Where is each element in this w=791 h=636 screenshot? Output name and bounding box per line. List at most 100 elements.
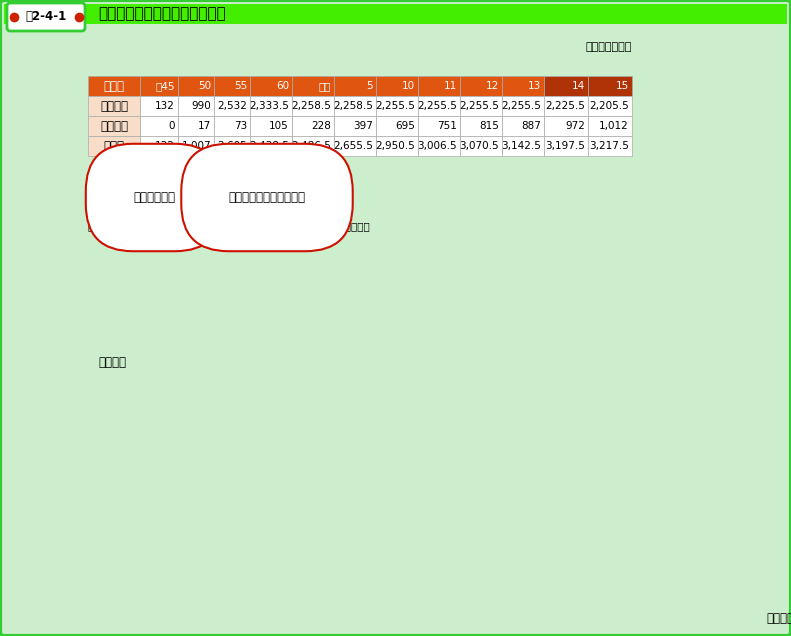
Bar bbox=[713, 399, 735, 464]
Text: 2,225.5: 2,225.5 bbox=[545, 101, 585, 111]
Text: 2,255.5: 2,255.5 bbox=[459, 101, 499, 111]
Text: 私立学校振興助成法成立: 私立学校振興助成法成立 bbox=[229, 191, 305, 204]
Bar bbox=[422, 460, 426, 604]
Text: 2,950.5: 2,950.5 bbox=[375, 141, 415, 151]
Bar bbox=[401, 435, 423, 460]
Bar bbox=[88, 96, 140, 116]
Text: 年　度: 年 度 bbox=[104, 80, 124, 92]
Bar bbox=[178, 96, 214, 116]
Bar bbox=[604, 460, 636, 604]
Bar bbox=[657, 462, 687, 604]
Bar bbox=[554, 460, 558, 604]
Text: 2,333.5: 2,333.5 bbox=[249, 101, 289, 111]
Bar bbox=[473, 460, 478, 604]
Text: 3,197.5: 3,197.5 bbox=[545, 141, 585, 151]
Bar bbox=[334, 136, 376, 156]
Bar bbox=[214, 136, 250, 156]
Bar bbox=[141, 595, 163, 604]
Bar bbox=[242, 443, 247, 604]
Bar bbox=[505, 460, 527, 604]
Bar bbox=[658, 400, 663, 462]
Ellipse shape bbox=[501, 602, 532, 606]
Bar bbox=[369, 460, 374, 604]
Bar bbox=[604, 404, 636, 460]
Ellipse shape bbox=[604, 402, 636, 406]
Bar bbox=[525, 460, 530, 604]
Bar bbox=[577, 460, 582, 604]
Ellipse shape bbox=[657, 460, 687, 464]
Bar bbox=[606, 460, 611, 604]
Bar bbox=[657, 400, 687, 462]
Text: 751: 751 bbox=[437, 121, 457, 131]
Bar bbox=[214, 540, 218, 541]
Bar bbox=[661, 400, 683, 462]
Bar bbox=[658, 462, 663, 604]
Bar bbox=[334, 76, 376, 96]
Ellipse shape bbox=[709, 397, 740, 401]
Text: 一般補助: 一般補助 bbox=[100, 99, 128, 113]
Bar bbox=[713, 464, 735, 604]
Text: 3,142.5: 3,142.5 bbox=[501, 141, 541, 151]
Bar bbox=[709, 464, 740, 604]
Bar bbox=[178, 116, 214, 136]
Bar bbox=[346, 460, 350, 604]
Bar bbox=[138, 595, 142, 604]
Bar bbox=[140, 136, 178, 156]
Bar bbox=[317, 455, 322, 604]
Text: 私立大学等経常費補助金の推移: 私立大学等経常費補助金の推移 bbox=[98, 6, 225, 22]
Text: 397: 397 bbox=[353, 121, 373, 131]
Bar bbox=[136, 595, 168, 604]
Bar bbox=[188, 541, 219, 604]
Bar bbox=[250, 116, 292, 136]
Bar bbox=[552, 460, 584, 604]
Ellipse shape bbox=[657, 602, 687, 606]
Bar bbox=[588, 76, 632, 96]
Text: 10: 10 bbox=[402, 81, 415, 91]
Text: 13: 13 bbox=[528, 81, 541, 91]
Bar bbox=[140, 76, 178, 96]
Bar bbox=[453, 416, 475, 460]
Ellipse shape bbox=[136, 602, 168, 606]
Bar bbox=[398, 435, 403, 460]
Text: 3,006.5: 3,006.5 bbox=[418, 141, 457, 151]
Bar bbox=[733, 399, 738, 464]
Bar bbox=[682, 400, 687, 462]
Text: 2,258.5: 2,258.5 bbox=[291, 101, 331, 111]
Ellipse shape bbox=[448, 414, 479, 418]
Bar bbox=[505, 412, 527, 460]
Bar bbox=[294, 448, 298, 455]
Bar bbox=[502, 136, 544, 156]
Bar bbox=[188, 540, 219, 541]
Bar bbox=[376, 116, 418, 136]
Bar bbox=[502, 76, 544, 96]
Text: 2,532: 2,532 bbox=[217, 101, 247, 111]
FancyBboxPatch shape bbox=[7, 3, 85, 31]
Text: （単位：億円）: （単位：億円） bbox=[585, 42, 632, 52]
Bar bbox=[178, 76, 214, 96]
Text: 平元: 平元 bbox=[319, 81, 331, 91]
Bar bbox=[502, 96, 544, 116]
Bar bbox=[334, 116, 376, 136]
Text: 73: 73 bbox=[234, 121, 247, 131]
Bar bbox=[250, 136, 292, 156]
Bar bbox=[448, 416, 479, 460]
Ellipse shape bbox=[396, 458, 428, 462]
Ellipse shape bbox=[188, 539, 219, 543]
Bar bbox=[557, 460, 579, 604]
Bar bbox=[588, 136, 632, 156]
Bar bbox=[293, 455, 324, 604]
Bar bbox=[376, 96, 418, 116]
Ellipse shape bbox=[396, 433, 428, 437]
Bar bbox=[609, 404, 631, 460]
Ellipse shape bbox=[552, 602, 584, 606]
Bar bbox=[418, 96, 460, 116]
Bar bbox=[552, 408, 584, 460]
Text: 105: 105 bbox=[269, 121, 289, 131]
Text: 12: 12 bbox=[486, 81, 499, 91]
Bar bbox=[190, 540, 195, 541]
Bar bbox=[630, 460, 634, 604]
Bar bbox=[460, 96, 502, 116]
Bar bbox=[396, 435, 428, 460]
Bar bbox=[448, 460, 479, 604]
Bar bbox=[297, 455, 319, 604]
